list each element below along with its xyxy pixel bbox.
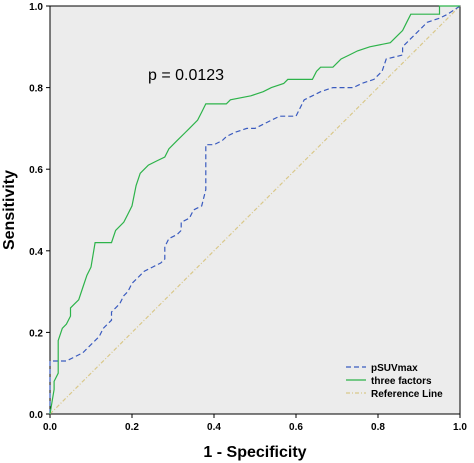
series-layer xyxy=(49,5,461,415)
legend: pSUVmax three factors Reference Line xyxy=(346,363,443,400)
y-tick-label: 0.0 xyxy=(29,410,43,421)
y-axis-title: Sensitivity xyxy=(1,170,18,250)
x-axis-title: 1 - Specificity xyxy=(203,444,306,461)
p-value-annotation: p = 0.0123 xyxy=(148,67,224,84)
x-tick-label: 0.2 xyxy=(125,422,139,433)
y-tick-label: 0.6 xyxy=(29,165,43,176)
y-tick-label: 0.8 xyxy=(29,84,43,95)
legend-label: three factors xyxy=(371,376,432,387)
y-axis-ticks: 0.0 0.2 0.4 0.6 0.8 1.0 xyxy=(29,2,50,421)
series-line-psuvmax xyxy=(49,5,461,414)
x-tick-label: 0.6 xyxy=(289,422,303,433)
legend-label: pSUVmax xyxy=(371,363,418,374)
y-tick-label: 1.0 xyxy=(29,2,43,13)
x-tick-label: 0.0 xyxy=(43,422,57,433)
x-axis-ticks: 0.0 0.2 0.4 0.6 0.8 1.0 xyxy=(43,414,467,433)
y-tick-label: 0.4 xyxy=(29,247,43,258)
series-line-reference-line xyxy=(49,5,461,415)
y-tick-label: 0.2 xyxy=(29,328,43,339)
series-line-three-factors xyxy=(49,5,460,415)
legend-label: Reference Line xyxy=(371,389,443,400)
x-tick-label: 0.4 xyxy=(207,422,221,433)
x-tick-label: 0.8 xyxy=(371,422,385,433)
x-tick-label: 1.0 xyxy=(453,422,467,433)
